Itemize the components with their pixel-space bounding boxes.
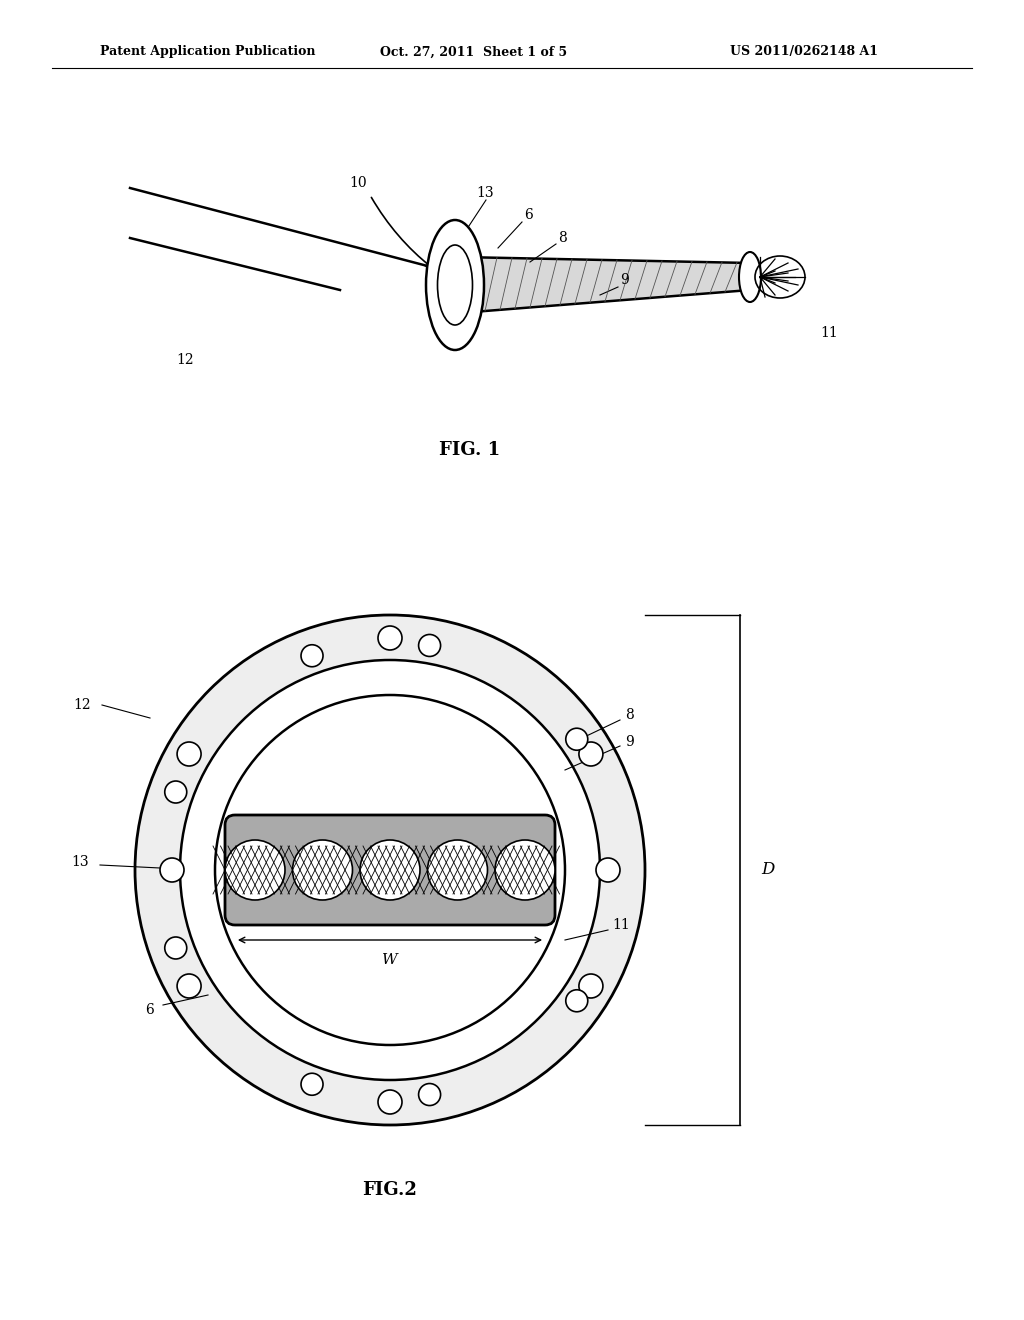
Circle shape bbox=[135, 615, 645, 1125]
Circle shape bbox=[177, 974, 201, 998]
Text: 6: 6 bbox=[145, 1003, 155, 1016]
Circle shape bbox=[579, 974, 603, 998]
Text: 10: 10 bbox=[349, 176, 367, 190]
Circle shape bbox=[301, 1073, 323, 1096]
Text: 12: 12 bbox=[176, 352, 194, 367]
Circle shape bbox=[566, 729, 588, 750]
Circle shape bbox=[579, 742, 603, 766]
Text: FIG. 1: FIG. 1 bbox=[439, 441, 501, 459]
Circle shape bbox=[495, 840, 555, 900]
Text: 9: 9 bbox=[620, 273, 629, 286]
Text: Patent Application Publication: Patent Application Publication bbox=[100, 45, 315, 58]
Circle shape bbox=[378, 1090, 402, 1114]
Circle shape bbox=[215, 696, 565, 1045]
Text: D: D bbox=[761, 862, 775, 879]
Text: W: W bbox=[382, 953, 397, 968]
Circle shape bbox=[419, 1084, 440, 1106]
Circle shape bbox=[160, 858, 184, 882]
Circle shape bbox=[427, 840, 487, 900]
Circle shape bbox=[180, 660, 600, 1080]
Ellipse shape bbox=[426, 220, 484, 350]
Text: 11: 11 bbox=[612, 917, 630, 932]
Polygon shape bbox=[460, 257, 750, 313]
Text: 8: 8 bbox=[558, 231, 566, 246]
Circle shape bbox=[177, 742, 201, 766]
Circle shape bbox=[301, 644, 323, 667]
Circle shape bbox=[596, 858, 620, 882]
Circle shape bbox=[165, 937, 186, 960]
Text: Oct. 27, 2011  Sheet 1 of 5: Oct. 27, 2011 Sheet 1 of 5 bbox=[380, 45, 567, 58]
Circle shape bbox=[378, 626, 402, 649]
Ellipse shape bbox=[739, 252, 761, 302]
Text: 9: 9 bbox=[625, 735, 634, 748]
Ellipse shape bbox=[437, 246, 472, 325]
Text: 13: 13 bbox=[476, 186, 494, 201]
Text: 13: 13 bbox=[72, 855, 89, 869]
Circle shape bbox=[165, 781, 186, 803]
Circle shape bbox=[566, 990, 588, 1011]
Circle shape bbox=[293, 840, 352, 900]
Text: 8: 8 bbox=[625, 708, 634, 722]
Text: 6: 6 bbox=[524, 209, 532, 222]
Text: FIG.2: FIG.2 bbox=[362, 1181, 418, 1199]
Circle shape bbox=[225, 840, 285, 900]
Circle shape bbox=[360, 840, 420, 900]
FancyBboxPatch shape bbox=[225, 814, 555, 925]
Text: 11: 11 bbox=[820, 326, 838, 341]
Text: US 2011/0262148 A1: US 2011/0262148 A1 bbox=[730, 45, 878, 58]
Text: 12: 12 bbox=[73, 698, 91, 711]
Circle shape bbox=[419, 635, 440, 656]
